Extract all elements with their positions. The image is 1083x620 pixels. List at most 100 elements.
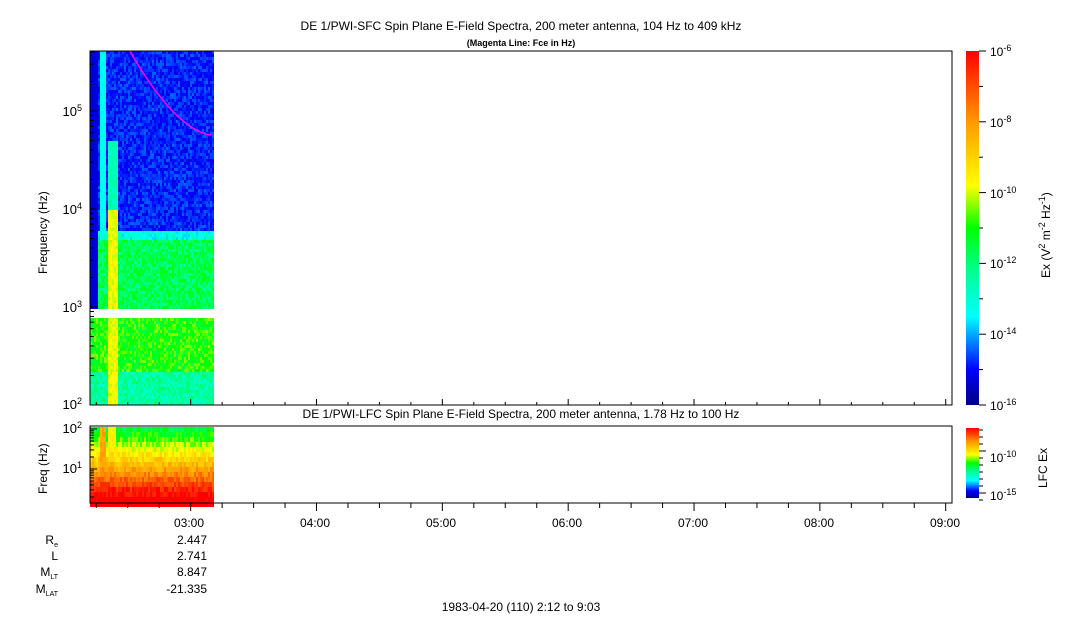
spectrogram-cell <box>164 270 166 273</box>
spectrogram-cell <box>114 339 116 342</box>
spectrogram-cell <box>118 135 120 138</box>
spectrogram-cell <box>114 402 116 405</box>
spectrogram-cell <box>158 267 160 270</box>
spectrogram-cell <box>90 189 92 192</box>
spectrogram-cell <box>156 81 158 84</box>
spectrogram-cell <box>114 96 116 99</box>
spectrogram-cell <box>118 75 120 78</box>
spectrogram-cell <box>164 75 166 78</box>
spectrogram-cell <box>106 54 108 57</box>
spectrogram-cell <box>174 180 176 183</box>
spectrogram-cell <box>152 321 154 324</box>
spectrogram-cell <box>124 387 126 390</box>
spectrogram-cell <box>146 285 148 288</box>
spectrogram-cell <box>104 351 106 354</box>
spectrogram-cell <box>158 174 160 177</box>
spectrogram-cell <box>118 99 120 102</box>
spectrogram-cell <box>98 348 100 351</box>
spectrogram-cell <box>154 351 156 354</box>
spectrogram-cell <box>150 318 152 321</box>
spectrogram-cell <box>112 366 114 369</box>
spectrogram-cell <box>146 174 148 177</box>
spectrogram-cell <box>144 384 146 387</box>
spectrogram-cell <box>172 237 174 240</box>
spectrogram-cell <box>170 195 172 198</box>
spectrogram-cell <box>148 318 150 321</box>
spectrogram-cell <box>110 219 112 222</box>
spectrogram-cell <box>104 156 106 159</box>
spectrogram-cell <box>96 144 98 147</box>
spectrogram-cell <box>168 114 170 117</box>
spectrogram-cell <box>152 129 154 132</box>
spectrogram-cell <box>96 291 98 294</box>
spectrogram-cell <box>132 102 134 105</box>
spectrogram-cell <box>110 291 112 294</box>
spectrogram-cell <box>146 273 148 276</box>
spectrogram-cell <box>106 321 108 324</box>
spectrogram-cell <box>108 294 110 297</box>
spectrogram-cell <box>92 390 94 393</box>
spectrogram-cell <box>122 345 124 348</box>
spectrogram-cell <box>108 300 110 303</box>
spectrogram-cell <box>154 345 156 348</box>
spectrogram-cell <box>134 285 136 288</box>
spectrogram-cell <box>136 291 138 294</box>
spectrogram-cell <box>160 384 162 387</box>
spectrogram-cell <box>146 393 148 396</box>
spectrogram-cell <box>160 177 162 180</box>
spectrogram-cell <box>104 87 106 90</box>
spectrogram-cell <box>102 93 104 96</box>
spectrogram-cell <box>132 393 134 396</box>
spectrogram-cell <box>176 144 178 147</box>
spectrogram-cell <box>156 87 158 90</box>
spectrogram-cell <box>172 300 174 303</box>
spectrogram-cell <box>112 345 114 348</box>
spectrogram-cell <box>102 153 104 156</box>
spectrogram-cell <box>160 297 162 300</box>
spectrogram-cell <box>130 90 132 93</box>
spectrogram-cell <box>154 399 156 402</box>
spectrogram-cell <box>160 351 162 354</box>
spectrogram-cell <box>144 288 146 291</box>
spectrogram-cell <box>146 336 148 339</box>
spectrogram-cell <box>122 372 124 375</box>
spectrogram-cell <box>108 150 110 153</box>
spectrogram-cell <box>154 204 156 207</box>
spectrogram-cell <box>112 369 114 372</box>
spectrogram-cell <box>166 390 168 393</box>
spectrogram-cell <box>94 192 96 195</box>
spectrogram-cell <box>126 150 128 153</box>
spectrogram-cell <box>158 228 160 231</box>
spectrogram-cell <box>102 258 104 261</box>
spectrogram-cell <box>174 138 176 141</box>
spectrogram-cell <box>160 255 162 258</box>
spectrogram-cell <box>108 369 110 372</box>
spectrogram-cell <box>152 153 154 156</box>
spectrogram-cell <box>164 198 166 201</box>
spectrogram-cell <box>102 105 104 108</box>
spectrogram-cell <box>96 126 98 129</box>
spectrogram-cell <box>126 159 128 162</box>
spectrogram-cell <box>174 342 176 345</box>
spectrogram-cell <box>132 219 134 222</box>
spectrogram-cell <box>166 330 168 333</box>
spectrogram-cell <box>162 213 164 216</box>
spectrogram-cell <box>108 273 110 276</box>
spectrogram-cell <box>140 288 142 291</box>
spectrogram-cell <box>100 141 102 144</box>
spectrogram-cell <box>134 399 136 402</box>
spectrogram-cell <box>124 141 126 144</box>
spectrogram-cell <box>168 285 170 288</box>
spectrogram-cell <box>156 276 158 279</box>
spectrogram-cell <box>140 378 142 381</box>
spectrogram-cell <box>174 288 176 291</box>
spectrogram-cell <box>110 75 112 78</box>
spectrogram-cell <box>122 222 124 225</box>
spectrogram-cell <box>126 321 128 324</box>
spectrogram-cell <box>124 72 126 75</box>
spectrogram-cell <box>172 75 174 78</box>
spectrogram-cell <box>96 90 98 93</box>
spectrogram-cell <box>160 363 162 366</box>
spectrogram-cell <box>104 201 106 204</box>
spectrogram-cell <box>132 210 134 213</box>
